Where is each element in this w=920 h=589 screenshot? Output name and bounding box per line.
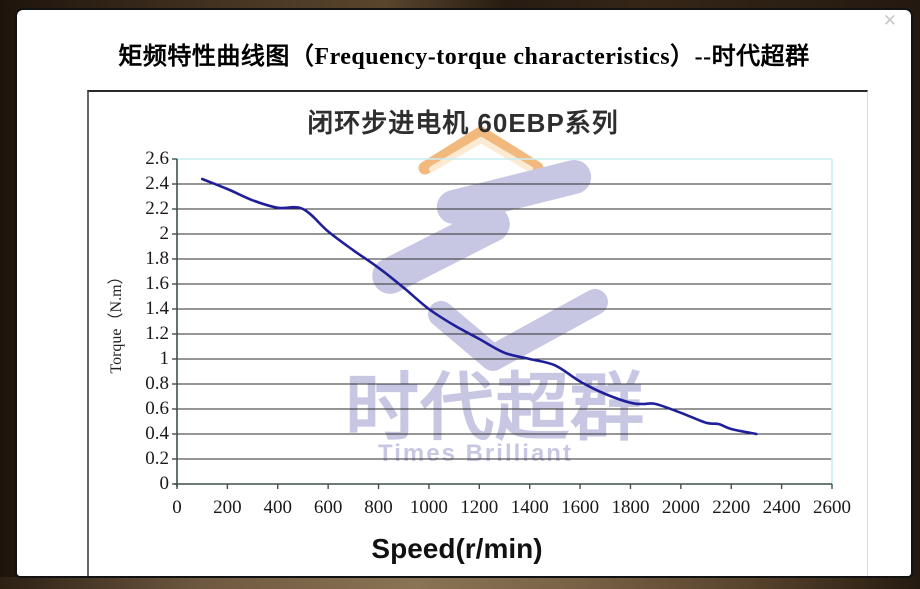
x-tick-label: 1400	[510, 497, 549, 518]
y-tick-label: 0	[159, 473, 170, 494]
y-tick-label: 2	[159, 223, 170, 244]
x-axis-title: Speed(r/min)	[371, 533, 543, 564]
y-tick-label: 1.2	[145, 323, 169, 344]
x-tick-label: 1600	[561, 497, 600, 518]
chart-container: 时代超群 Times Brilliant 闭环步进电机 60EBP系列 Torq…	[87, 90, 868, 576]
x-tick-label: 0	[172, 497, 182, 518]
x-tick-label: 1000	[409, 497, 448, 518]
y-tick-label: 1.6	[145, 273, 169, 294]
y-tick-label: 2.6	[145, 148, 169, 169]
y-tick-label: 1.8	[145, 248, 169, 269]
y-tick-label: 0.6	[145, 398, 169, 419]
x-tick-label: 800	[364, 497, 393, 518]
y-tick-label: 2.2	[145, 198, 169, 219]
x-tick-label: 2600	[813, 497, 851, 518]
x-tick-label: 2200	[712, 497, 751, 518]
y-tick-label: 0.2	[145, 448, 169, 469]
x-tick-label: 600	[313, 497, 343, 518]
x-tick-label: 2400	[762, 497, 801, 518]
watermark-swoosh-top-icon	[436, 160, 592, 224]
close-icon[interactable]: ✕	[882, 11, 897, 31]
chart-title: 闭环步进电机 60EBP系列	[307, 108, 619, 138]
background-photo-strip	[0, 577, 920, 589]
y-tick-label: 0.4	[145, 423, 169, 444]
x-tick-label: 1800	[611, 497, 650, 518]
x-tick-label: 200	[213, 497, 242, 518]
page-title: 矩频特性曲线图（Frequency-torque characteristics…	[118, 44, 810, 70]
y-tick-label: 0.8	[145, 373, 169, 394]
dialog-panel: ✕ 矩频特性曲线图（Frequency-torque characteristi…	[15, 8, 913, 578]
y-tick-label: 1	[159, 348, 170, 369]
y-tick-label: 1.4	[145, 298, 169, 319]
x-tick-label: 400	[263, 497, 293, 518]
watermark-chevron-icon	[418, 126, 544, 175]
y-tick-label: 2.4	[145, 173, 169, 194]
x-tick-label: 1200	[460, 497, 499, 518]
watermark-english-text: Times Brilliant	[378, 440, 573, 467]
watermark-chinese-text: 时代超群	[345, 366, 645, 449]
x-tick-label: 2000	[661, 497, 700, 518]
